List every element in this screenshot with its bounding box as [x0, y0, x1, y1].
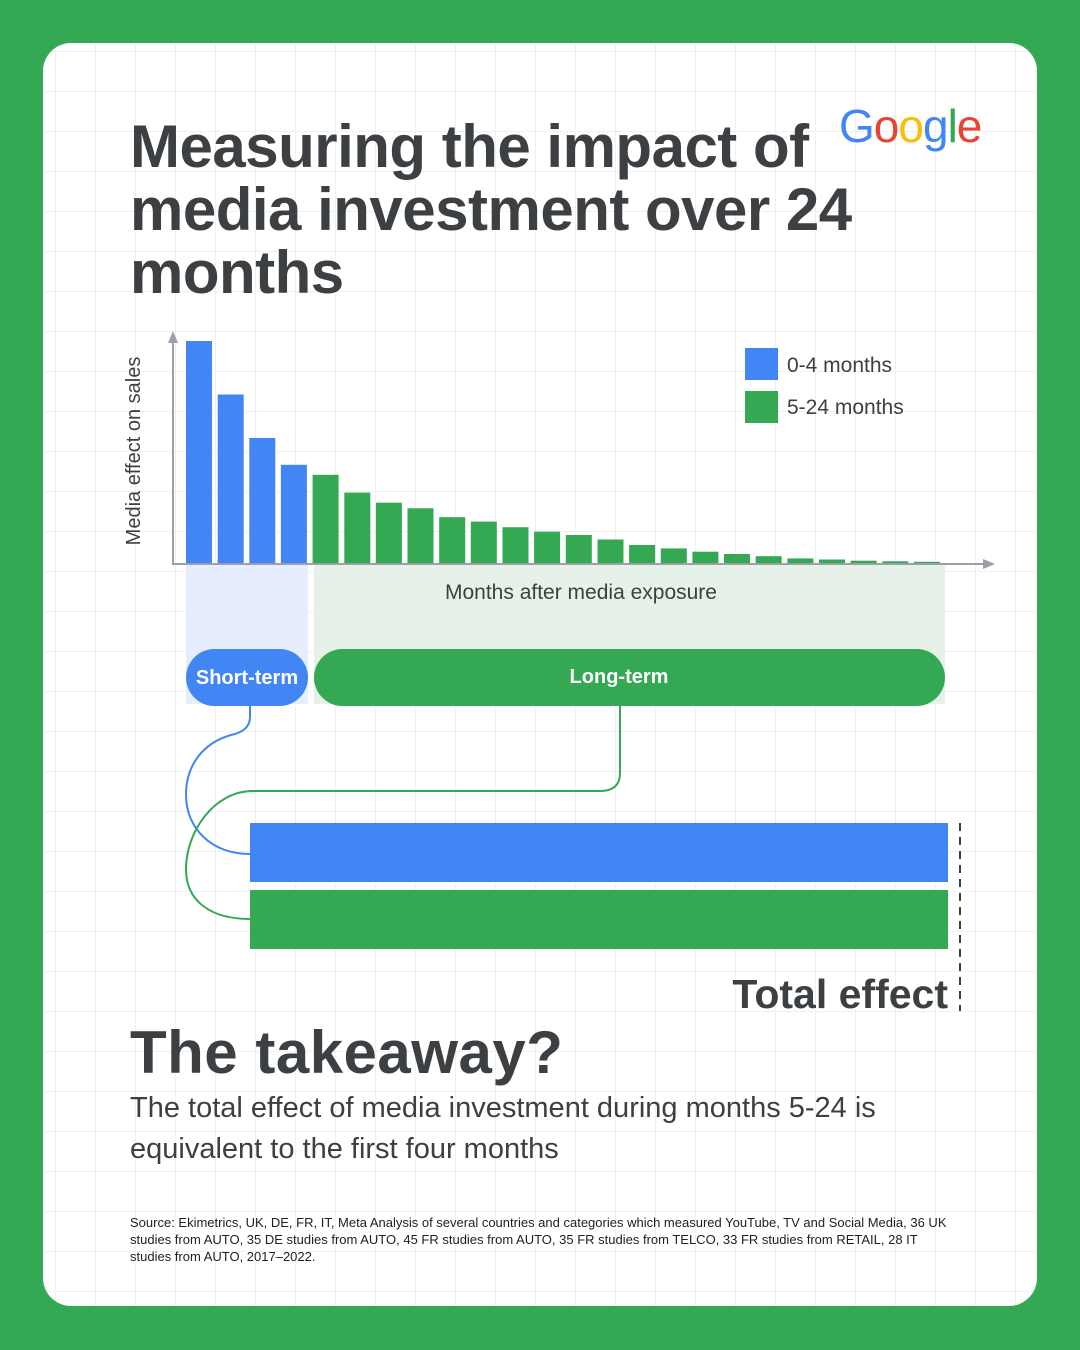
google-logo: Google [839, 99, 983, 153]
total-effect-short-term-bar [250, 823, 948, 882]
bar-month-5 [312, 474, 339, 564]
long-term-pill-label: Long-term [570, 666, 669, 688]
logo-letter: o [898, 100, 924, 152]
short-term-pill [186, 649, 308, 706]
bar-month-6 [344, 492, 371, 564]
bar-month-16 [660, 548, 687, 564]
long-term-connector [184, 706, 621, 920]
total-effect-label: Total effect [732, 971, 948, 1017]
bar-month-15 [629, 545, 656, 564]
bar-month-7 [375, 502, 402, 564]
bar-month-10 [470, 521, 497, 564]
bar-month-1 [186, 341, 212, 564]
bar-month-24 [913, 561, 940, 564]
bars-group [186, 341, 940, 565]
takeaway-body: The total effect of media investment dur… [130, 1092, 876, 1165]
bar-month-23 [882, 561, 909, 564]
media-effect-chart: Media effect on sales Months after media… [123, 331, 995, 1017]
y-axis-label: Media effect on sales [123, 357, 145, 546]
source-note: Source: Ekimetrics, UK, DE, FR, IT, Meta… [130, 1215, 947, 1264]
logo-letter: o [873, 100, 900, 152]
logo-letter: e [956, 100, 983, 152]
takeaway-heading: The takeaway? [130, 1019, 564, 1086]
x-axis-arrow [983, 559, 995, 569]
legend-swatch-short [745, 348, 778, 380]
bar-month-12 [534, 531, 561, 564]
long-term-pill [314, 649, 945, 706]
x-axis-label: Months after media exposure [445, 581, 717, 604]
bar-month-21 [819, 559, 845, 564]
infographic-card: Google Measuring the impact of media inv… [43, 43, 1037, 1306]
bar-month-14 [597, 539, 624, 564]
legend-label-short: 0-4 months [787, 354, 892, 377]
legend-label-long: 5-24 months [787, 396, 904, 419]
short-term-connector [184, 706, 251, 855]
y-axis-arrow [168, 331, 178, 343]
bar-month-8 [407, 508, 434, 565]
bar-month-17 [692, 551, 719, 564]
bar-month-20 [787, 558, 814, 564]
total-effect-long-term-bar [250, 890, 948, 949]
short-term-pill-label: Short-term [196, 667, 298, 689]
bar-month-18 [724, 554, 750, 564]
bar-month-19 [755, 556, 782, 564]
logo-letter: l [947, 100, 958, 152]
bar-month-13 [565, 535, 592, 564]
logo-letter: G [839, 100, 875, 152]
page-title: Measuring the impact of media investment… [130, 113, 852, 306]
bar-month-4 [280, 464, 307, 564]
bar-month-2 [217, 394, 244, 564]
bar-month-9 [439, 517, 466, 564]
legend-swatch-long [745, 391, 778, 423]
bar-month-22 [850, 560, 877, 564]
bar-month-3 [249, 438, 276, 564]
bar-month-11 [502, 527, 529, 564]
logo-letter: g [922, 100, 949, 152]
